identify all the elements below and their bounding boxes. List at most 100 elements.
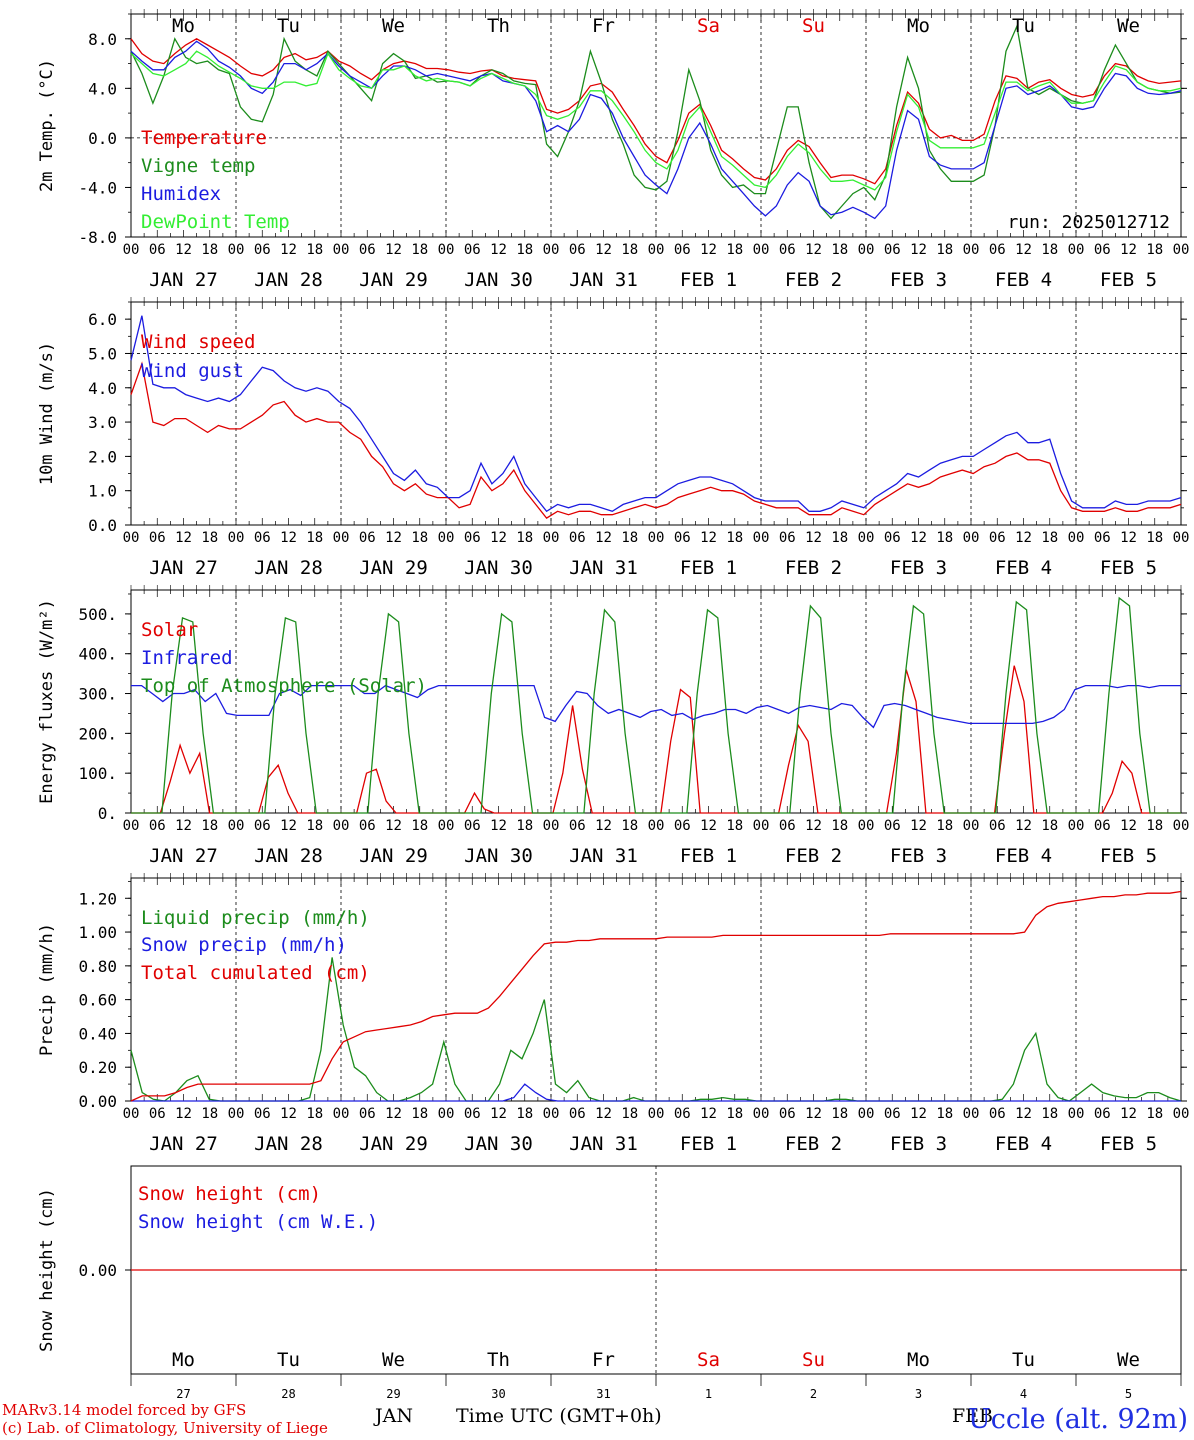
legend-entry: Wind gust <box>141 360 244 382</box>
hour-label: 18 <box>411 242 428 258</box>
y-tick-label: 6.0 <box>88 310 117 329</box>
hour-label: 18 <box>1041 242 1058 258</box>
day-name: Su <box>802 1349 825 1371</box>
hour-label: 00 <box>753 242 770 258</box>
y-tick-label: 1.00 <box>78 923 117 942</box>
hour-label: 06 <box>674 1106 691 1122</box>
hour-label: 18 <box>936 530 953 546</box>
hour-label: 00 <box>438 242 455 258</box>
hour-label: 18 <box>936 818 953 834</box>
hour-label: 18 <box>516 530 533 546</box>
y-tick-label: 3.0 <box>88 413 117 432</box>
day-name: We <box>382 15 405 37</box>
y-tick-label: 0.60 <box>78 991 117 1010</box>
hour-label: 12 <box>490 818 507 834</box>
y-tick-label: -8.0 <box>78 228 117 247</box>
hour-label: 06 <box>464 1106 481 1122</box>
hour-label: 00 <box>963 818 980 834</box>
y-tick-label: 5.0 <box>88 344 117 363</box>
date-label: FEB 4 <box>995 845 1052 867</box>
hour-label: 18 <box>831 530 848 546</box>
day-number: 2 <box>810 1387 817 1401</box>
hour-label: 06 <box>254 242 271 258</box>
hour-label: 12 <box>595 242 612 258</box>
y-tick-label: 0.00 <box>78 1092 117 1111</box>
date-label: FEB 1 <box>680 557 737 579</box>
panel-snow: 0.00 Snow height (cm) Snow height (cm) Snow… <box>37 1165 1187 1401</box>
panel-wind: 6.0 5.0 4.0 3.0 2.0 1.0 0.0 10m Wind (m/s) Wind … <box>37 297 1189 579</box>
hour-label: 06 <box>569 242 586 258</box>
hour-label: 06 <box>779 818 796 834</box>
hour-label: 12 <box>280 818 297 834</box>
hour-label: 18 <box>726 1106 743 1122</box>
hour-label: 06 <box>884 818 901 834</box>
hour-label: 06 <box>1094 242 1111 258</box>
hour-label: 18 <box>936 1106 953 1122</box>
hour-label: 18 <box>831 242 848 258</box>
legend-entry: Liquid precip (mm/h) <box>141 907 370 929</box>
hour-label: 00 <box>963 242 980 258</box>
legend-entry: Humidex <box>141 183 221 205</box>
date-label: JAN 29 <box>359 1133 428 1155</box>
hour-label: 18 <box>306 1106 323 1122</box>
hour-label: 00 <box>333 242 350 258</box>
hour-label: 18 <box>201 1106 218 1122</box>
panel-precip: 1.20 1.00 0.80 0.60 0.40 0.20 0.00 Precip (mm/h… <box>37 873 1189 1155</box>
hour-label: 12 <box>385 530 402 546</box>
hour-label: 12 <box>910 530 927 546</box>
date-label: FEB 3 <box>890 557 947 579</box>
hour-label: 18 <box>411 818 428 834</box>
series-line-0 <box>130 38 1182 185</box>
day-number: 3 <box>915 1387 922 1401</box>
date-label: FEB 1 <box>680 845 737 867</box>
legend-entry: Infrared <box>141 647 233 669</box>
hour-label: 12 <box>1120 1106 1137 1122</box>
hour-label: 12 <box>385 242 402 258</box>
hour-label: 00 <box>228 1106 245 1122</box>
hour-label: 18 <box>936 242 953 258</box>
date-label: JAN 29 <box>359 557 428 579</box>
hour-label: 06 <box>989 818 1006 834</box>
date-label: FEB 2 <box>785 1133 842 1155</box>
hour-label: 12 <box>1015 818 1032 834</box>
day-name: We <box>1117 1349 1140 1371</box>
day-number: 30 <box>491 1387 505 1401</box>
y-tick-label: 100. <box>78 764 117 783</box>
panel-temp: 8.0 4.0 0.0 -4.0 -8.0 2m Temp. (°C) Temperatur… <box>37 9 1189 291</box>
hour-label: 00 <box>858 242 875 258</box>
legend-entry: Vigne temp <box>141 155 255 177</box>
hour-label: 06 <box>674 530 691 546</box>
hour-label: 12 <box>700 242 717 258</box>
series-line-1 <box>131 684 1181 729</box>
hour-label: 06 <box>1094 818 1111 834</box>
hour-label: 12 <box>1120 530 1137 546</box>
date-label: JAN 30 <box>464 845 533 867</box>
footer-month-jan: JAN <box>375 1405 413 1427</box>
hour-label: 12 <box>490 1106 507 1122</box>
series-line-2 <box>130 40 1182 220</box>
y-axis-title: Snow height (cm) <box>37 1188 57 1352</box>
hour-label: 00 <box>753 1106 770 1122</box>
date-label: JAN 31 <box>569 845 638 867</box>
date-label: JAN 29 <box>359 269 428 291</box>
hour-label: 18 <box>621 242 638 258</box>
hour-label: 06 <box>464 530 481 546</box>
date-label: FEB 5 <box>1100 557 1157 579</box>
date-label: FEB 1 <box>680 1133 737 1155</box>
hour-label: 12 <box>700 530 717 546</box>
series-line-0 <box>130 361 1182 519</box>
series-line-2 <box>130 890 1182 1102</box>
y-axis-title: 2m Temp. (°C) <box>37 59 57 192</box>
hour-label: 18 <box>726 530 743 546</box>
date-label: JAN 31 <box>569 557 638 579</box>
y-tick-label: 0.00 <box>78 1261 117 1280</box>
hour-label: 06 <box>1094 530 1111 546</box>
hour-label: 18 <box>306 242 323 258</box>
day-number: 28 <box>281 1387 295 1401</box>
hour-label: 00 <box>123 242 140 258</box>
y-tick-label: 400. <box>78 645 117 664</box>
day-number: 29 <box>386 1387 400 1401</box>
series-line-1 <box>131 1083 1181 1102</box>
day-name: Fr <box>592 1349 615 1371</box>
